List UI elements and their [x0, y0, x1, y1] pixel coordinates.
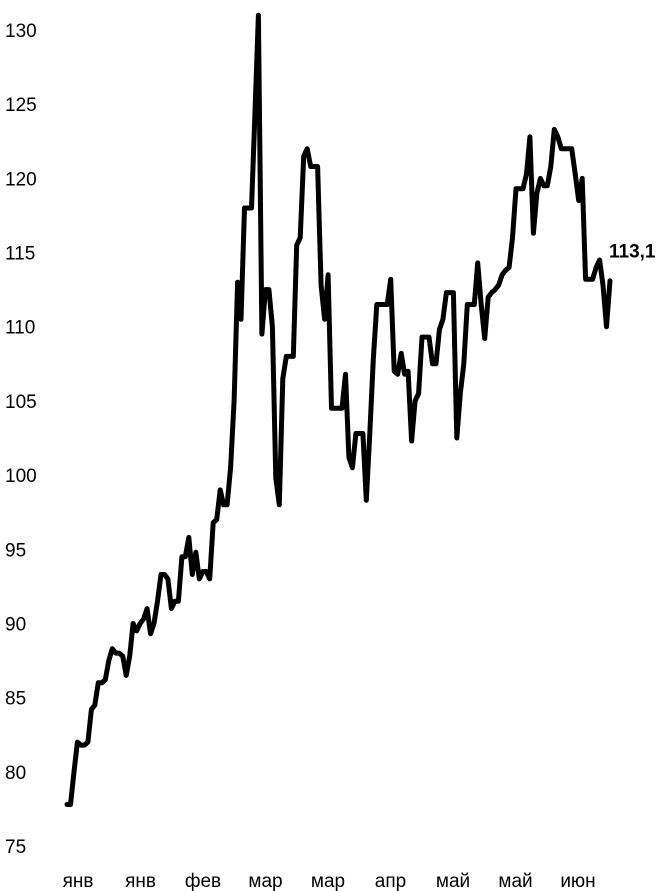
- x-tick-label: фев: [185, 871, 221, 891]
- x-tick-label: мар: [248, 871, 282, 891]
- y-tick-label: 90: [5, 614, 26, 635]
- y-tick-label: 115: [5, 244, 35, 265]
- y-tick-label: 80: [5, 763, 26, 784]
- y-tick-label: 130: [5, 21, 37, 42]
- x-tick-label: июн: [560, 871, 595, 891]
- x-tick-label: янв: [125, 871, 156, 891]
- y-tick-label: 105: [5, 392, 37, 413]
- y-tick-label: 85: [5, 689, 26, 710]
- y-tick-label: 125: [5, 95, 37, 116]
- x-tick-label: апр: [375, 871, 406, 891]
- y-tick-label: 100: [5, 466, 37, 487]
- x-tick-label: май: [436, 871, 470, 891]
- x-tick-label: мар: [311, 871, 345, 891]
- x-axis: янв янв фев мар мар апр май май июн: [63, 871, 596, 891]
- y-tick-label: 110: [5, 318, 35, 339]
- x-tick-label: янв: [63, 871, 94, 891]
- x-tick-label: май: [498, 871, 532, 891]
- y-tick-label: 120: [5, 169, 37, 190]
- y-tick-label: 75: [5, 837, 26, 858]
- y-tick-label: 95: [5, 540, 26, 561]
- series-line: [64, 12, 613, 807]
- y-axis: 130 125 120 115 110 105 100 95 90 85 80 75: [5, 21, 37, 858]
- end-value-label: 113,1: [609, 242, 656, 263]
